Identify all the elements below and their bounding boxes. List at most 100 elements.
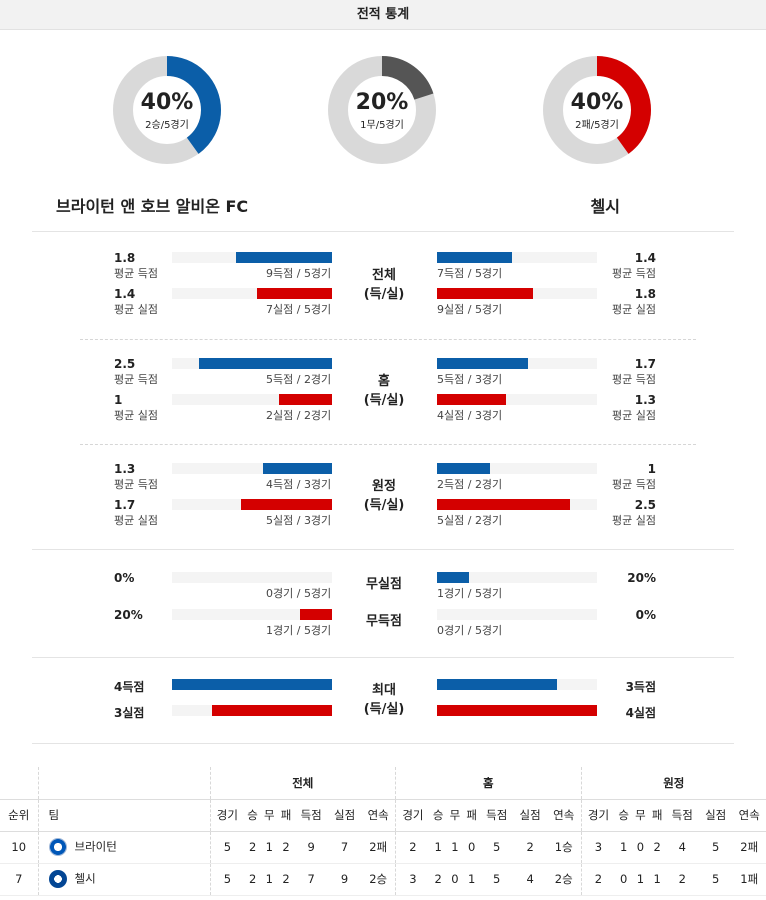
section-label: 전체 [372, 268, 396, 283]
donut-arc [328, 56, 436, 164]
col-패: 패 [648, 798, 666, 832]
home-득점-cell: 5 [479, 831, 514, 864]
away-bar-fill [437, 252, 512, 263]
home-bar-fill [279, 394, 332, 405]
home-stat-label: 평균 득점 [114, 267, 158, 280]
away-bar-fill [437, 572, 469, 583]
standings-group-row: 전체 홈 원정 [0, 767, 766, 799]
home-bar-fill [300, 609, 332, 620]
away-연속-cell: 1패 [732, 863, 766, 896]
away-bar-track [437, 394, 597, 405]
clean-label: 무득점 [366, 614, 402, 629]
home-bar-fill [263, 463, 332, 474]
col-승: 승 [429, 798, 447, 832]
donut-arc [113, 56, 221, 164]
home-stat-value: 1.3 [114, 462, 136, 476]
max-label: 최대 [372, 683, 396, 698]
col-연속: 연속 [361, 798, 396, 832]
col-연속: 연속 [546, 798, 582, 832]
away-bar-fill [437, 463, 490, 474]
all-연속-cell: 2승 [361, 863, 396, 896]
home-경기-cell: 3 [395, 863, 430, 896]
team-cell[interactable]: 브라이턴 [37, 831, 210, 864]
away-stat-count: 7득점 / 5경기 [437, 267, 503, 280]
away-stat-count: 9실점 / 5경기 [437, 303, 503, 316]
home-bar-fill [212, 705, 332, 716]
away-bar-track [437, 705, 597, 716]
away-패-cell: 2 [648, 831, 666, 864]
away-max-value: 3득점 [625, 680, 656, 694]
donut-arc [543, 56, 651, 164]
away-pct-count: 1경기 / 5경기 [437, 587, 503, 600]
divider [32, 549, 734, 550]
standings-table: 전체 홈 원정 순위 팀 경기 승 무 패 득점 실점 연속 경기 승 무 패 득점 실점 연속 경기 승 무 패… [0, 767, 766, 896]
standings-row[interactable]: 10 브라이턴 5 2 1 2 9 7 2패 2 1 1 0 5 2 1승 3 1 0 2 4 5 2패 [0, 831, 766, 864]
col-경기: 경기 [395, 798, 430, 832]
away-stat-value: 1.4 [634, 251, 656, 265]
away-stat-label: 평균 득점 [612, 373, 656, 386]
away-bar-fill [437, 288, 533, 299]
home-stat-count: 5실점 / 3경기 [266, 514, 332, 527]
away-stat-label: 평균 실점 [612, 303, 656, 316]
home-bar-track [172, 609, 332, 620]
home-경기-cell: 2 [395, 831, 430, 864]
team-cell[interactable]: 첼시 [37, 863, 210, 896]
col-패: 패 [277, 798, 295, 832]
home-연속-cell: 2승 [546, 863, 582, 896]
away-stat-value: 1.7 [634, 357, 656, 371]
win-donut-chart [113, 56, 221, 164]
away-bar-fill [437, 358, 528, 369]
win-percent: 40% [140, 90, 194, 115]
section-sublabel: (득/실) [363, 393, 405, 408]
team-name[interactable]: 첼시 [74, 871, 96, 886]
away-득점-cell: 2 [665, 863, 699, 896]
rank-cell: 7 [0, 863, 38, 896]
home-bar-track [172, 358, 332, 369]
section-sublabel: (득/실) [363, 287, 405, 302]
home-승-cell: 1 [429, 831, 447, 864]
home-bar-track [172, 572, 332, 583]
home-bar-track [172, 679, 332, 690]
home-패-cell: 0 [463, 831, 480, 864]
home-bar-track [172, 499, 332, 510]
divider [80, 444, 696, 445]
home-bar-track [172, 705, 332, 716]
home-stat-value: 2.5 [114, 357, 136, 371]
home-bar-fill [199, 358, 332, 369]
away-무-cell: 0 [632, 831, 649, 864]
col-무: 무 [260, 798, 278, 832]
col-무: 무 [632, 798, 649, 832]
away-득점-cell: 4 [665, 831, 699, 864]
away-stat-label: 평균 득점 [612, 267, 656, 280]
away-경기-cell: 2 [580, 863, 616, 896]
home-연속-cell: 1승 [546, 831, 582, 864]
away-stat-count: 4실점 / 3경기 [437, 409, 503, 422]
col-득점: 득점 [479, 798, 514, 832]
draw-detail: 1무/5경기 [360, 120, 404, 131]
home-bar-track [172, 463, 332, 474]
away-bar-track [437, 499, 597, 510]
home-pct-value: 0% [114, 571, 135, 585]
home-stat-count: 4득점 / 3경기 [266, 478, 332, 491]
all-패-cell: 2 [277, 863, 295, 896]
all-경기-cell: 5 [209, 863, 245, 896]
col-득점: 득점 [294, 798, 328, 832]
all-승-cell: 2 [244, 863, 261, 896]
away-stat-label: 평균 득점 [612, 478, 656, 491]
away-bar-track [437, 679, 597, 690]
draw-percent: 20% [355, 90, 409, 115]
home-stat-label: 평균 득점 [114, 373, 158, 386]
away-무-cell: 1 [632, 863, 649, 896]
all-실점-cell: 7 [327, 831, 362, 864]
home-무-cell: 1 [446, 831, 464, 864]
col-승: 승 [244, 798, 261, 832]
col-패: 패 [463, 798, 480, 832]
away-stat-value: 1.8 [634, 287, 656, 301]
team-name[interactable]: 브라이턴 [74, 839, 117, 854]
brighton-crest-icon [48, 838, 67, 856]
home-stat-count: 9득점 / 5경기 [266, 267, 332, 280]
away-bar-fill [437, 705, 597, 716]
loss-detail: 2패/5경기 [575, 120, 619, 131]
standings-row[interactable]: 7 첼시 5 2 1 2 7 9 2승 3 2 0 1 5 4 2승 2 0 1 1 2 5 1패 [0, 863, 766, 896]
col-team: 팀 [37, 798, 210, 832]
